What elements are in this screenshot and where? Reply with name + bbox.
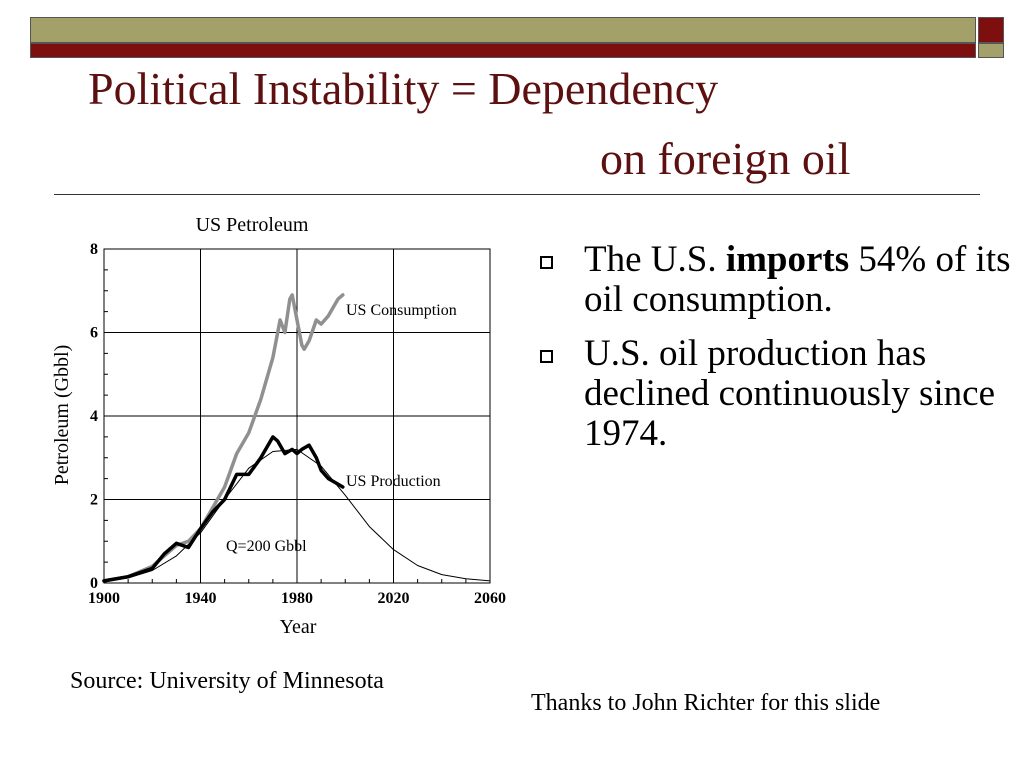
header-bar-maroon	[30, 43, 976, 58]
chart-axes: 1900 1940 1980 2020 2060 0 2 4 6 8	[88, 241, 506, 607]
y-tick-label-8: 8	[90, 241, 98, 258]
source-caption: Source: University of Minnesota	[70, 668, 384, 694]
bullet-text-pre: U.S. oil production has declined continu…	[584, 333, 996, 454]
bullet-item-production: U.S. oil production has declined continu…	[530, 334, 1020, 454]
y-tick-label-4: 4	[90, 408, 98, 425]
x-tick-label-1940: 1940	[185, 590, 217, 607]
us-petroleum-chart: US Petroleum 1900 1940 1980 2020 2060 0 2 4 6 8 U…	[51, 214, 506, 638]
y-axis-label: Petroleum (Gbbl)	[51, 345, 73, 486]
x-axis-label: Year	[280, 616, 317, 638]
square-bullet-icon	[540, 256, 553, 269]
y-tick-label-2: 2	[90, 492, 98, 509]
corner-square-maroon	[978, 17, 1004, 43]
series-line-model-q200	[103, 448, 491, 582]
series-line-us-consumption	[102, 293, 345, 583]
x-tick-label-2020: 2020	[378, 590, 410, 607]
y-tick-label-0: 0	[90, 575, 98, 592]
chart-grid	[103, 248, 491, 584]
x-tick-label-1980: 1980	[281, 590, 313, 607]
chart-title: US Petroleum	[196, 214, 309, 236]
chart-series	[102, 293, 491, 583]
bullet-text-pre: The U.S.	[584, 239, 726, 280]
annotation-model-q: Q=200 Gbbl	[226, 538, 307, 555]
square-bullet-icon	[540, 350, 553, 363]
bullet-text-post: 54% of its oil consumption.	[584, 239, 1011, 320]
slide-title-line2: on foreign oil	[600, 133, 851, 184]
annotation-us-consumption: US Consumption	[346, 302, 457, 319]
series-line-us-production	[102, 435, 345, 583]
slide-title-line1: Political Instability = Dependency	[88, 63, 719, 114]
title-divider	[54, 194, 980, 195]
annotation-us-production: US Production	[346, 473, 441, 490]
x-tick-label-1900: 1900	[88, 590, 120, 607]
bullet-list: The U.S. imports 54% of its oil consumpt…	[530, 240, 1020, 468]
corner-square-olive	[978, 43, 1004, 58]
x-tick-label-2060: 2060	[474, 590, 506, 607]
header-bar-olive	[30, 17, 976, 43]
bullet-item-imports: The U.S. imports 54% of its oil consumpt…	[530, 240, 1020, 320]
thanks-caption: Thanks to John Richter for this slide	[531, 690, 881, 716]
bullet-text-bold: imports	[725, 239, 850, 280]
y-tick-label-6: 6	[90, 325, 98, 342]
